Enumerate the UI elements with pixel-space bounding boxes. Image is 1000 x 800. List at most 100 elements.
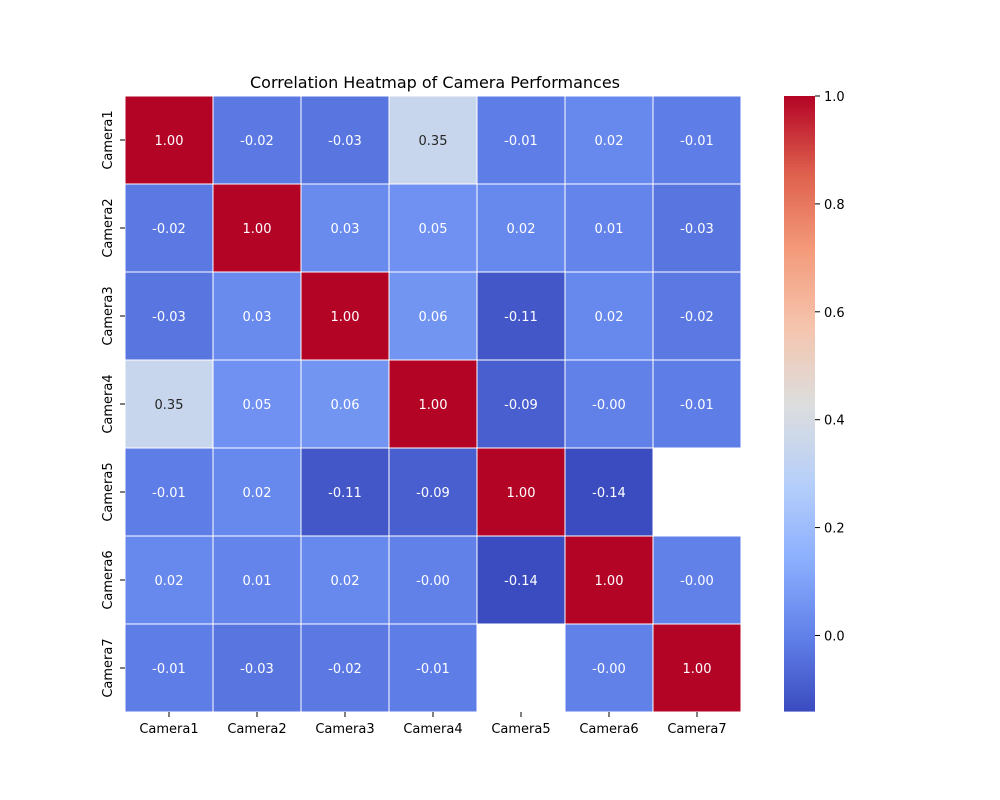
colorbar-segment xyxy=(784,704,815,709)
colorbar-segment xyxy=(784,707,815,712)
chart-title: Correlation Heatmap of Camera Performanc… xyxy=(250,73,620,92)
colorbar-segment xyxy=(784,163,815,168)
x-tick-label: Camera3 xyxy=(315,722,374,737)
heatmap-cell-label: 0.02 xyxy=(595,134,624,149)
heatmap-cell-label: -0.00 xyxy=(416,574,450,589)
colorbar-segment xyxy=(784,397,815,402)
heatmap-cell-label: 0.02 xyxy=(595,310,624,325)
colorbar-segment xyxy=(784,535,815,540)
y-axis: Camera1 Camera2 Camera3 Camera4 Camera5 Camer… xyxy=(101,110,125,698)
colorbar-segment xyxy=(784,403,815,408)
heatmap-cell xyxy=(124,535,214,625)
colorbar-segment xyxy=(784,637,815,641)
colorbar-segment xyxy=(784,277,815,282)
heatmap-cell xyxy=(388,535,478,625)
colorbar-segment xyxy=(784,375,815,380)
colorbar-segment xyxy=(784,501,815,506)
heatmap-cell-label: -0.14 xyxy=(504,574,538,589)
colorbar-segment xyxy=(784,262,815,266)
heatmap-cell xyxy=(212,271,302,361)
colorbar-segment xyxy=(784,477,815,481)
colorbar-segment xyxy=(784,643,815,648)
colorbar-segment xyxy=(784,474,815,478)
heatmap-cell xyxy=(652,623,742,713)
heatmap-cell xyxy=(124,271,214,361)
colorbar-segment xyxy=(784,197,815,202)
colorbar-segment xyxy=(784,126,815,131)
colorbar-segment xyxy=(784,237,815,242)
colorbar-segment xyxy=(784,203,815,208)
colorbar-segment xyxy=(784,544,815,549)
colorbar-segment xyxy=(784,418,815,423)
colorbar-segment xyxy=(784,618,815,623)
colorbar-segment xyxy=(784,157,815,162)
colorbar-tick-label: 0.4 xyxy=(824,414,845,429)
colorbar-segment xyxy=(784,421,815,426)
colorbar-segment xyxy=(784,560,815,564)
heatmap-cell-label: 0.06 xyxy=(419,310,448,325)
colorbar-segment xyxy=(784,667,815,672)
x-tick-label: Camera2 xyxy=(227,722,286,737)
colorbar-segment xyxy=(784,511,815,515)
y-tick-label: Camera5 xyxy=(101,462,116,521)
colorbar-segment xyxy=(784,443,815,448)
colorbar-segment xyxy=(784,588,815,592)
colorbar-segment xyxy=(784,240,815,245)
heatmap-cell-label: 1.00 xyxy=(683,662,712,677)
colorbar-segment xyxy=(784,578,815,583)
heatmap-cell xyxy=(476,535,566,625)
heatmap-cell xyxy=(564,183,654,273)
colorbar-segment xyxy=(784,471,815,475)
x-tick-label: Camera7 xyxy=(667,722,726,737)
heatmap-cell xyxy=(652,271,742,361)
colorbar-segment xyxy=(784,305,815,309)
heatmap-cell xyxy=(300,535,390,625)
colorbar-segment xyxy=(784,298,815,303)
colorbar-segment xyxy=(784,658,815,663)
colorbar-segment xyxy=(784,391,815,395)
x-tick-label: Camera5 xyxy=(491,722,550,737)
heatmap-cell xyxy=(212,359,302,449)
colorbar-segment xyxy=(784,369,815,374)
colorbar-segment xyxy=(784,406,815,411)
heatmap-cell-label: 1.00 xyxy=(419,398,448,413)
colorbar-segment xyxy=(784,649,815,654)
colorbar-segment xyxy=(784,664,815,669)
colorbar-segment xyxy=(784,412,815,417)
colorbar-segment xyxy=(784,200,815,205)
heatmap-cell-labels: 1.00 -0.02 -0.03 0.35 -0.01 0.02 -0.01 -0.02 1.0… xyxy=(152,134,714,677)
y-tick-label: Camera1 xyxy=(101,110,116,169)
heatmap-cell xyxy=(652,359,742,449)
heatmap-cell-label: -0.02 xyxy=(240,134,274,149)
heatmap-cell-label: 0.03 xyxy=(243,310,272,325)
colorbar-segment xyxy=(784,148,815,152)
heatmap-cell-label: 0.01 xyxy=(243,574,272,589)
colorbar-segment xyxy=(784,425,815,429)
colorbar-segment xyxy=(784,388,815,392)
heatmap-cell xyxy=(564,535,654,625)
heatmap-cell-label: -0.01 xyxy=(152,662,186,677)
colorbar-tick-label: 0.6 xyxy=(824,306,845,321)
colorbar-segment xyxy=(784,274,815,279)
colorbar-segment xyxy=(784,366,815,371)
colorbar-segment xyxy=(784,489,815,494)
colorbar-segment xyxy=(784,372,815,377)
colorbar-segment xyxy=(784,154,815,159)
heatmap-cell-label: -0.01 xyxy=(152,486,186,501)
colorbar-segment xyxy=(784,674,815,678)
colorbar-segment xyxy=(784,314,815,318)
colorbar-segment xyxy=(784,182,815,186)
y-tick-label: Camera2 xyxy=(101,198,116,257)
heatmap-cells xyxy=(124,95,742,713)
colorbar-segment xyxy=(784,514,815,518)
colorbar-segment xyxy=(784,215,815,220)
colorbar-segment xyxy=(784,465,815,469)
colorbar-segment xyxy=(784,108,815,112)
y-tick-label: Camera3 xyxy=(101,286,116,345)
y-tick-label: Camera7 xyxy=(101,638,116,697)
colorbar-segment xyxy=(784,246,815,251)
colorbar-segment xyxy=(784,132,815,137)
colorbar-segment xyxy=(784,508,815,512)
colorbar-segment xyxy=(784,449,815,454)
colorbar-segment xyxy=(784,566,815,571)
